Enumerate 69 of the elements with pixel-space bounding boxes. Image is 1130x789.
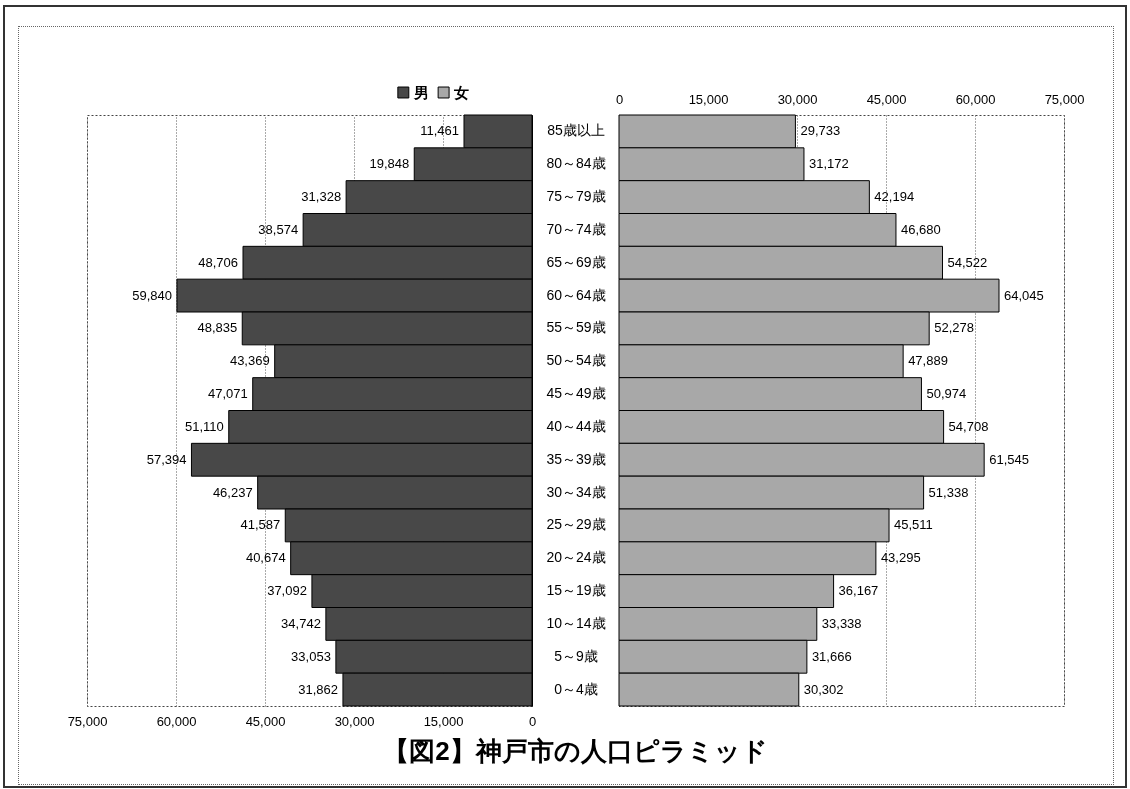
data-label: 31,172 [808, 156, 849, 172]
x-tick-label: 15,000 [688, 91, 729, 107]
data-label: 31,862 [298, 681, 338, 697]
x-tick-label: 60,000 [955, 91, 996, 107]
data-label: 42,194 [874, 189, 915, 205]
data-label: 36,167 [838, 583, 879, 599]
x-tick-label: 45,000 [245, 713, 286, 729]
data-label: 54,708 [948, 418, 989, 434]
data-label: 47,071 [207, 386, 248, 402]
data-label: 30,302 [803, 681, 844, 697]
data-label: 51,338 [928, 484, 969, 500]
data-label: 41,587 [240, 517, 281, 533]
text: 【図2】神戸市の人口ピラミッド [383, 735, 768, 766]
text: 女 [453, 83, 470, 101]
y-tick-label: 0～4歳 [554, 680, 598, 697]
legend-label: 男 [412, 83, 429, 101]
x-tick-label: 75,000 [67, 713, 108, 729]
data-label: 37,092 [267, 583, 307, 599]
x-tick-label: 30,000 [777, 91, 818, 107]
data-label: 33,053 [291, 648, 331, 664]
y-tick-label: 35～39歳 [546, 450, 606, 467]
data-label: 43,369 [229, 353, 270, 369]
data-label: 34,742 [281, 615, 321, 631]
data-label: 54,522 [947, 254, 988, 270]
x-tick-label: 45,000 [866, 91, 907, 107]
data-label: 11,461 [420, 123, 459, 139]
x-tick-label: 0 [615, 91, 624, 107]
data-label: 31,666 [811, 648, 852, 664]
data-label: 31,328 [301, 189, 342, 205]
y-tick-label: 85歳以上 [547, 122, 605, 139]
y-tick-label: 10～14歳 [546, 614, 606, 631]
data-label: 50,974 [926, 386, 967, 402]
data-label: 29,733 [800, 123, 841, 139]
y-tick-label: 80～84歳 [546, 155, 606, 172]
data-label: 45,511 [894, 517, 933, 533]
data-label: 46,680 [900, 221, 941, 237]
y-tick-label: 40～44歳 [546, 417, 606, 434]
data-label: 40,674 [245, 550, 286, 566]
y-tick-label: 5～9歳 [554, 647, 598, 664]
y-tick-label: 55～59歳 [546, 319, 606, 336]
y-tick-label: 70～74歳 [546, 220, 606, 237]
data-label: 48,706 [198, 254, 239, 270]
data-label: 46,237 [212, 484, 253, 500]
data-label: 33,338 [821, 615, 862, 631]
data-label: 61,545 [989, 451, 1029, 467]
x-tick-label: 60,000 [156, 713, 197, 729]
data-label: 52,278 [934, 320, 974, 336]
x-tick-label: 15,000 [423, 713, 464, 729]
x-tick-label: 75,000 [1044, 91, 1085, 107]
y-tick-label: 65～69歳 [546, 253, 606, 270]
y-tick-label: 30～34歳 [546, 483, 606, 500]
data-label: 47,889 [908, 353, 948, 369]
y-tick-label: 60～64歳 [546, 286, 606, 303]
data-label: 57,394 [146, 451, 187, 467]
y-tick-label: 50～54歳 [546, 352, 606, 369]
y-tick-label: 45～49歳 [546, 385, 606, 402]
y-tick-label: 20～24歳 [546, 549, 606, 566]
data-label: 38,574 [258, 221, 299, 237]
y-tick-label: 75～79歳 [546, 188, 606, 205]
x-tick-label: 30,000 [334, 713, 375, 729]
y-tick-label: 25～29歳 [546, 516, 606, 533]
y-tick-label: 15～19歳 [546, 582, 606, 599]
data-label: 19,848 [369, 156, 410, 172]
data-label: 51,110 [184, 418, 224, 434]
data-label: 48,835 [197, 320, 238, 336]
data-label: 59,840 [132, 287, 172, 303]
data-label: 43,295 [880, 550, 921, 566]
data-label: 64,045 [1004, 287, 1044, 303]
x-tick-label: 0 [528, 713, 537, 729]
